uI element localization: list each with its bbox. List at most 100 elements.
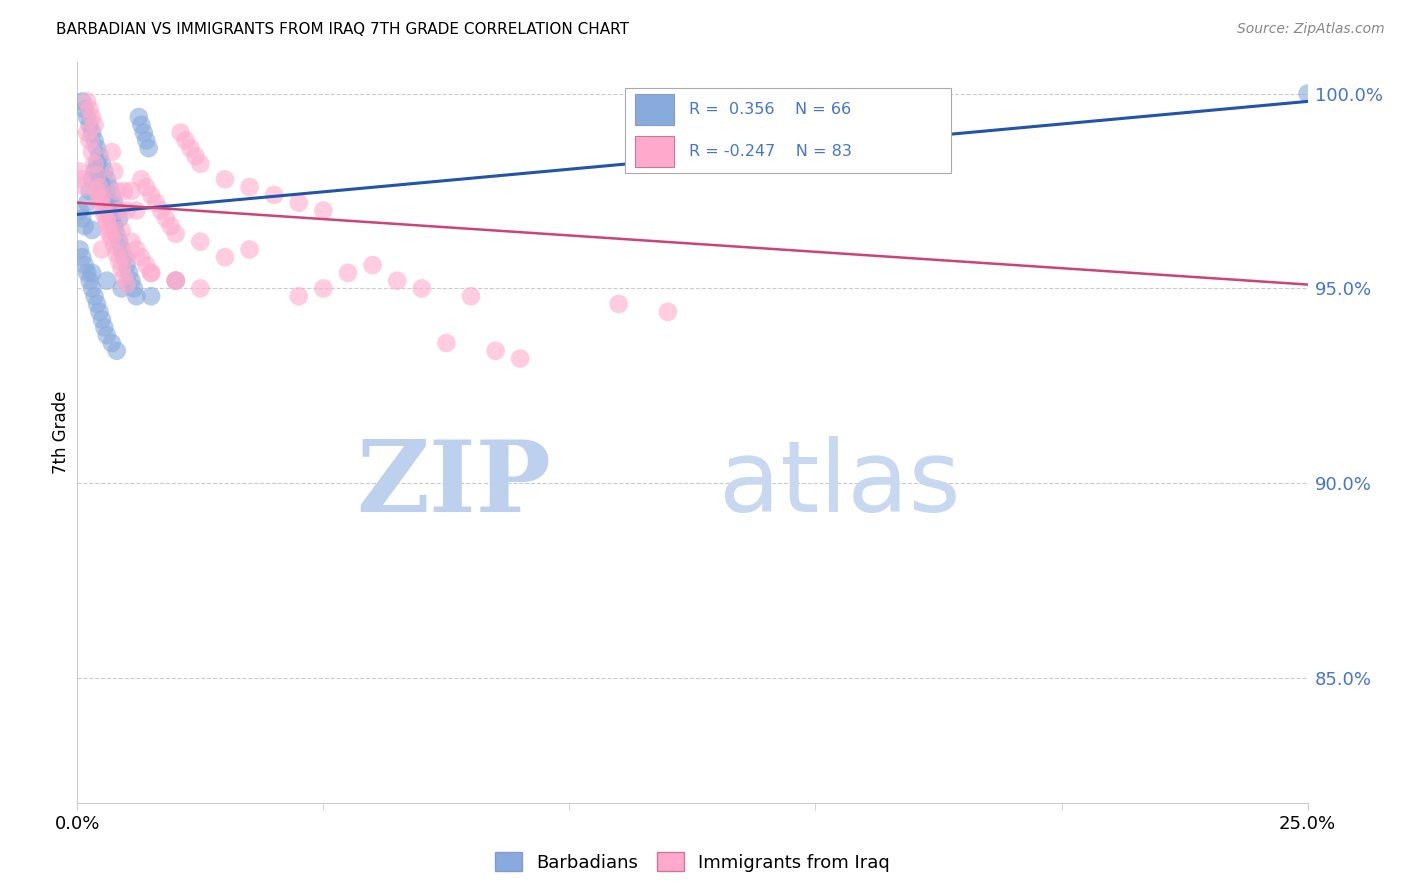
Point: [96, 215, 118, 229]
Point: [90, 200, 114, 214]
Point: [115, 277, 138, 292]
Point: [180, 141, 202, 155]
Point: [165, 274, 187, 288]
Point: [112, 184, 135, 198]
Point: [90, 180, 114, 194]
Point: [105, 203, 128, 218]
Point: [82, 145, 104, 159]
Point: [135, 180, 157, 194]
Point: [155, 211, 177, 226]
Point: [98, 180, 121, 194]
Point: [160, 219, 183, 233]
Point: [115, 203, 138, 218]
Point: [69, 164, 91, 178]
Point: [73, 180, 96, 194]
Text: R = -0.247    N = 83: R = -0.247 N = 83: [689, 144, 852, 159]
Point: [89, 172, 111, 186]
Point: [82, 172, 104, 186]
Point: [86, 297, 108, 311]
Point: [101, 231, 124, 245]
Point: [112, 250, 135, 264]
Point: [70, 172, 93, 186]
Point: [79, 102, 101, 116]
Point: [135, 133, 157, 147]
Point: [93, 164, 115, 178]
Y-axis label: 7th Grade: 7th Grade: [52, 391, 70, 475]
Point: [89, 149, 111, 163]
Point: [73, 102, 96, 116]
Point: [125, 203, 148, 218]
Point: [214, 172, 236, 186]
Text: atlas: atlas: [720, 436, 960, 533]
Point: [105, 246, 128, 260]
Point: [101, 336, 124, 351]
Point: [79, 184, 101, 198]
Point: [111, 223, 132, 237]
Point: [485, 343, 508, 358]
Point: [86, 157, 108, 171]
Point: [79, 118, 101, 132]
Point: [103, 195, 125, 210]
Point: [115, 258, 138, 272]
Point: [125, 243, 148, 257]
Point: [263, 188, 285, 202]
Point: [83, 164, 105, 178]
Point: [82, 281, 104, 295]
Point: [288, 289, 311, 303]
Point: [105, 343, 128, 358]
Text: BARBADIAN VS IMMIGRANTS FROM IRAQ 7TH GRADE CORRELATION CHART: BARBADIAN VS IMMIGRANTS FROM IRAQ 7TH GR…: [56, 22, 630, 37]
Point: [170, 126, 193, 140]
Point: [83, 118, 105, 132]
Text: ZIP: ZIP: [356, 436, 551, 533]
Point: [108, 235, 131, 249]
Point: [90, 312, 114, 326]
Point: [111, 243, 132, 257]
Point: [76, 266, 98, 280]
Point: [111, 262, 132, 277]
Legend: Barbadians, Immigrants from Iraq: Barbadians, Immigrants from Iraq: [488, 845, 897, 879]
Point: [288, 195, 311, 210]
Point: [98, 223, 121, 237]
Point: [83, 157, 105, 171]
Point: [141, 266, 163, 280]
Point: [141, 188, 163, 202]
Point: [657, 305, 679, 319]
Point: [98, 203, 121, 218]
Point: [387, 274, 409, 288]
FancyBboxPatch shape: [634, 136, 673, 167]
Point: [118, 266, 141, 280]
Point: [150, 203, 173, 218]
Point: [108, 203, 131, 218]
Point: [90, 192, 114, 206]
Point: [312, 281, 335, 295]
Point: [98, 227, 121, 241]
Point: [96, 172, 118, 186]
Point: [89, 192, 111, 206]
Point: [145, 195, 167, 210]
Point: [184, 149, 207, 163]
Point: [70, 211, 93, 226]
Point: [82, 110, 104, 124]
Point: [128, 110, 150, 124]
Point: [115, 250, 138, 264]
Point: [165, 274, 187, 288]
Point: [190, 235, 212, 249]
Point: [70, 250, 93, 264]
Point: [89, 305, 111, 319]
Point: [103, 164, 125, 178]
Point: [76, 195, 98, 210]
Point: [96, 195, 118, 210]
Point: [96, 215, 118, 229]
Point: [93, 207, 115, 221]
Point: [190, 281, 212, 295]
Point: [337, 266, 360, 280]
Point: [112, 269, 135, 284]
Point: [82, 223, 104, 237]
Point: [121, 274, 143, 288]
Point: [131, 118, 153, 132]
Point: [239, 180, 262, 194]
Point: [239, 243, 262, 257]
Point: [460, 289, 482, 303]
Point: [436, 336, 458, 351]
Point: [96, 274, 118, 288]
